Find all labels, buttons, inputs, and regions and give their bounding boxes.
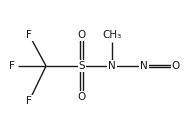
Text: O: O [78, 30, 86, 40]
Text: S: S [78, 61, 85, 71]
Text: F: F [26, 30, 32, 40]
Text: N: N [140, 61, 148, 71]
Text: CH₃: CH₃ [102, 30, 121, 40]
Text: F: F [26, 96, 32, 106]
Text: F: F [9, 61, 15, 71]
Text: O: O [78, 92, 86, 102]
Text: O: O [172, 61, 180, 71]
Text: N: N [108, 61, 116, 71]
